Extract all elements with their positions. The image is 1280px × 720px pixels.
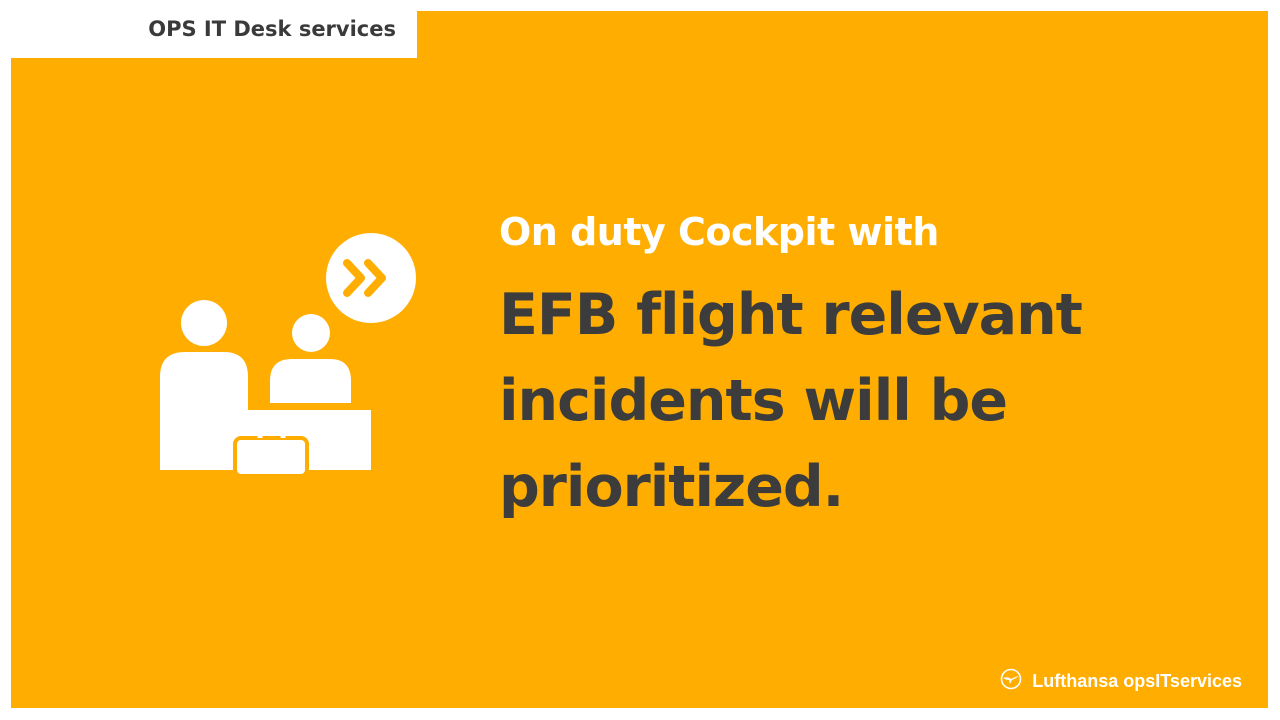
header-tab: OPS IT Desk services — [11, 11, 417, 58]
main-message: EFB flight relevant incidents will be pr… — [499, 282, 1083, 520]
header-title: OPS IT Desk services — [148, 17, 396, 41]
footer-logo-text: Lufthansa opsITservices — [1032, 670, 1242, 691]
subheading: On duty Cockpit with — [499, 210, 939, 254]
crane-logo-icon — [1000, 668, 1022, 694]
service-desk-icon — [150, 225, 430, 485]
footer-logo: Lufthansa opsITservices — [1000, 668, 1242, 694]
